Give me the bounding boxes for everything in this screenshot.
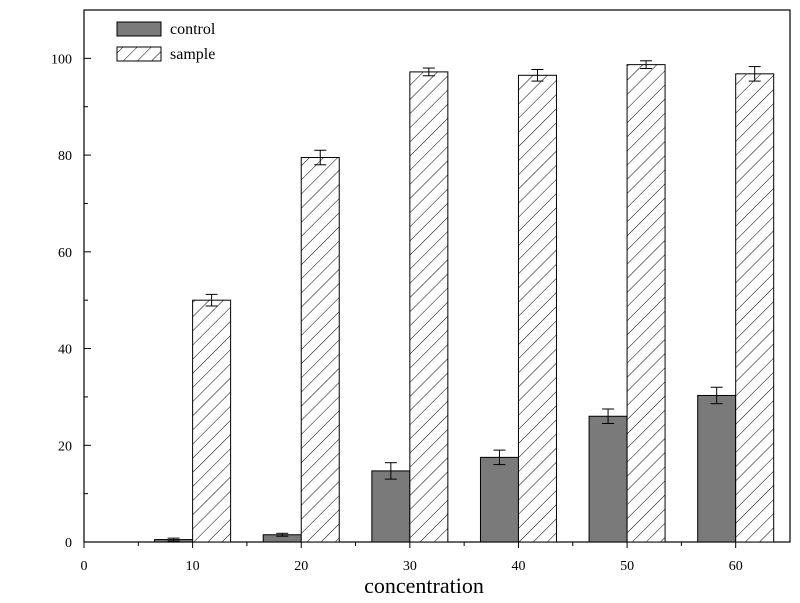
x-tick-label: 60 (729, 559, 743, 574)
bar-control (371, 470, 411, 543)
bar-sample (300, 157, 340, 543)
x-tick-label: 50 (620, 559, 634, 574)
legend-swatch-control (116, 21, 162, 37)
legend-swatch-sample (116, 46, 162, 62)
y-tick-label: 40 (58, 343, 72, 358)
bar-sample (192, 299, 232, 543)
legend: control sample (116, 21, 216, 63)
error-bars (167, 60, 761, 542)
legend-label-sample: sample (170, 46, 215, 63)
bar-control (479, 456, 519, 543)
x-tick-label: 20 (294, 559, 308, 574)
x-axis-title: concentration (364, 573, 484, 598)
x-tick-label: 10 (186, 559, 200, 574)
bar-sample (735, 73, 775, 543)
y-tick-label: 80 (58, 149, 72, 164)
x-tick-label: 0 (81, 559, 88, 574)
bar-sample (626, 64, 666, 543)
bar-sample (409, 71, 449, 543)
bar-control (588, 415, 628, 543)
x-tick-label: 40 (511, 559, 525, 574)
bar-control (697, 394, 737, 543)
y-tick-label: 60 (58, 246, 72, 261)
x-tick-label: 30 (403, 559, 417, 574)
bars (154, 64, 775, 543)
y-tick-label: 0 (65, 536, 72, 551)
y-tick-label: 20 (58, 439, 72, 454)
bar-sample (517, 74, 557, 543)
y-tick-label: 100 (51, 52, 72, 67)
tick-labels: 0 20 40 60 80 100 0 10 20 30 40 50 60 (51, 52, 743, 574)
legend-label-control: control (170, 21, 216, 38)
